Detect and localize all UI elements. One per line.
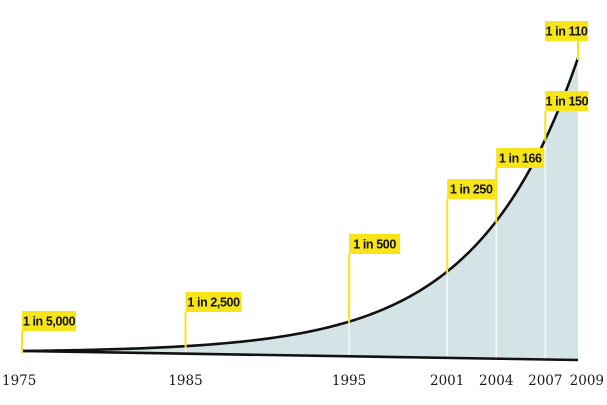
rate-tag-1975: 1 in 5,000	[21, 311, 76, 353]
rate-tag-2009: 1 in 110	[545, 21, 588, 60]
trend-curve	[21, 57, 580, 353]
rate-tag-label: 1 in 110	[546, 25, 588, 39]
rate-tag-1995: 1 in 500	[348, 234, 401, 324]
tick-label-1975: 1975	[2, 373, 36, 389]
tick-label-1985: 1985	[168, 373, 202, 389]
rate-tag-label: 1 in 5,000	[23, 315, 76, 329]
tick-label-2009: 2009	[570, 373, 604, 389]
rate-tag-2001: 1 in 250	[446, 179, 496, 274]
rate-tag-box	[545, 91, 589, 111]
rate-tag-label: 1 in 500	[353, 238, 396, 252]
rate-tag-box	[22, 311, 76, 331]
rate-tag-label: 1 in 166	[499, 152, 542, 166]
gridlines	[184, 141, 546, 359]
rate-tag-1985: 1 in 2,500	[184, 292, 242, 349]
rate-tag-box	[349, 234, 401, 254]
rate-tag-label: 1 in 250	[450, 183, 493, 197]
rate-tag-box	[447, 179, 496, 199]
x-axis-line	[21, 349, 579, 362]
rate-tag-box	[185, 292, 242, 312]
rate-tag-2004: 1 in 166	[495, 148, 545, 224]
x-axis-ticks: 1975 1985 1995 2001 2004 2007 2009	[2, 373, 604, 389]
tick-label-2007: 2007	[528, 373, 562, 389]
rate-tag-label: 1 in 150	[545, 95, 588, 109]
tick-label-2004: 2004	[479, 373, 513, 389]
tick-label-1995: 1995	[332, 373, 366, 389]
area-fill	[22, 58, 578, 360]
tick-label-2001: 2001	[430, 373, 464, 389]
rate-tag-box	[496, 148, 545, 168]
rate-tag-box	[545, 21, 588, 41]
rate-tag-label: 1 in 2,500	[187, 296, 240, 310]
rate-tag-2007: 1 in 150	[544, 91, 589, 142]
rate-labels: 1 in 5,000 1 in 2,500 1 in 500 1 in 250 1 in…	[21, 21, 589, 353]
